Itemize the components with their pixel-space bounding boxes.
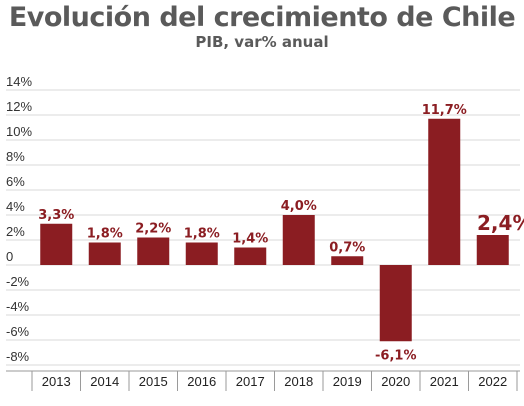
y-tick-label: -2% (6, 274, 30, 289)
data-label-2013: 3,3% (38, 208, 74, 223)
x-tick-label: 2020 (381, 374, 410, 389)
bar-2015 (137, 237, 170, 265)
y-tick-label: 8% (6, 149, 25, 164)
x-tick-label: 2016 (187, 374, 216, 389)
y-tick-label: 12% (6, 99, 32, 114)
data-label-2021: 11,7% (422, 103, 467, 118)
y-tick-label: 6% (6, 174, 25, 189)
bar-2017 (234, 247, 267, 265)
x-tick-label: 2014 (90, 374, 119, 389)
bar-2013 (40, 223, 73, 265)
bar-2021 (428, 118, 461, 265)
x-tick-label: 2019 (333, 374, 362, 389)
bar-2018 (282, 215, 315, 265)
data-label-2018: 4,0% (281, 199, 317, 214)
y-axis-ticks: 14% 12% 10% 8% 6% 4% 2% 0 -2% -4% -6% -8% (6, 74, 32, 364)
data-label-2014: 1,8% (87, 227, 123, 242)
x-axis: 2013 2014 2015 2016 2017 2018 2019 2020 2021 2022 (6, 370, 520, 391)
bar-2020 (379, 265, 412, 342)
y-tick-label: 4% (6, 199, 25, 214)
y-tick-label: -8% (6, 349, 30, 364)
y-tick-label: 2% (6, 224, 25, 239)
y-tick-label: -4% (6, 299, 30, 314)
data-label-2015: 2,2% (135, 222, 171, 237)
x-tick-label: 2021 (430, 374, 459, 389)
chart-subtitle: PIB, var% anual (195, 33, 329, 51)
data-label-2020: -6,1% (375, 348, 416, 363)
bar-2014 (88, 242, 121, 265)
x-tick-label: 2015 (139, 374, 168, 389)
x-tick-label: 2013 (42, 374, 71, 389)
y-tick-label: 0 (6, 249, 13, 264)
data-label-2016: 1,8% (184, 227, 220, 242)
data-label-2019: 0,7% (329, 240, 365, 255)
bar-2019 (331, 256, 364, 265)
x-tick-label: 2017 (236, 374, 265, 389)
x-tick-label: 2018 (284, 374, 313, 389)
y-tick-label: 10% (6, 124, 32, 139)
data-label-2017: 1,4% (232, 232, 268, 247)
x-tick-label: 2022 (478, 374, 507, 389)
y-tick-label: 14% (6, 74, 32, 89)
bar-2022 (476, 235, 509, 265)
data-label-2022: 2,4% (477, 211, 524, 235)
bar-2016 (185, 242, 218, 265)
y-tick-label: -6% (6, 324, 30, 339)
bars (40, 118, 509, 342)
data-labels: 3,3% 1,8% 2,2% 1,8% 1,4% 4,0% 0,7% -6,1% 11,7% 2,… (38, 103, 524, 364)
chart-title: Evolución del crecimiento de Chile (8, 2, 516, 33)
